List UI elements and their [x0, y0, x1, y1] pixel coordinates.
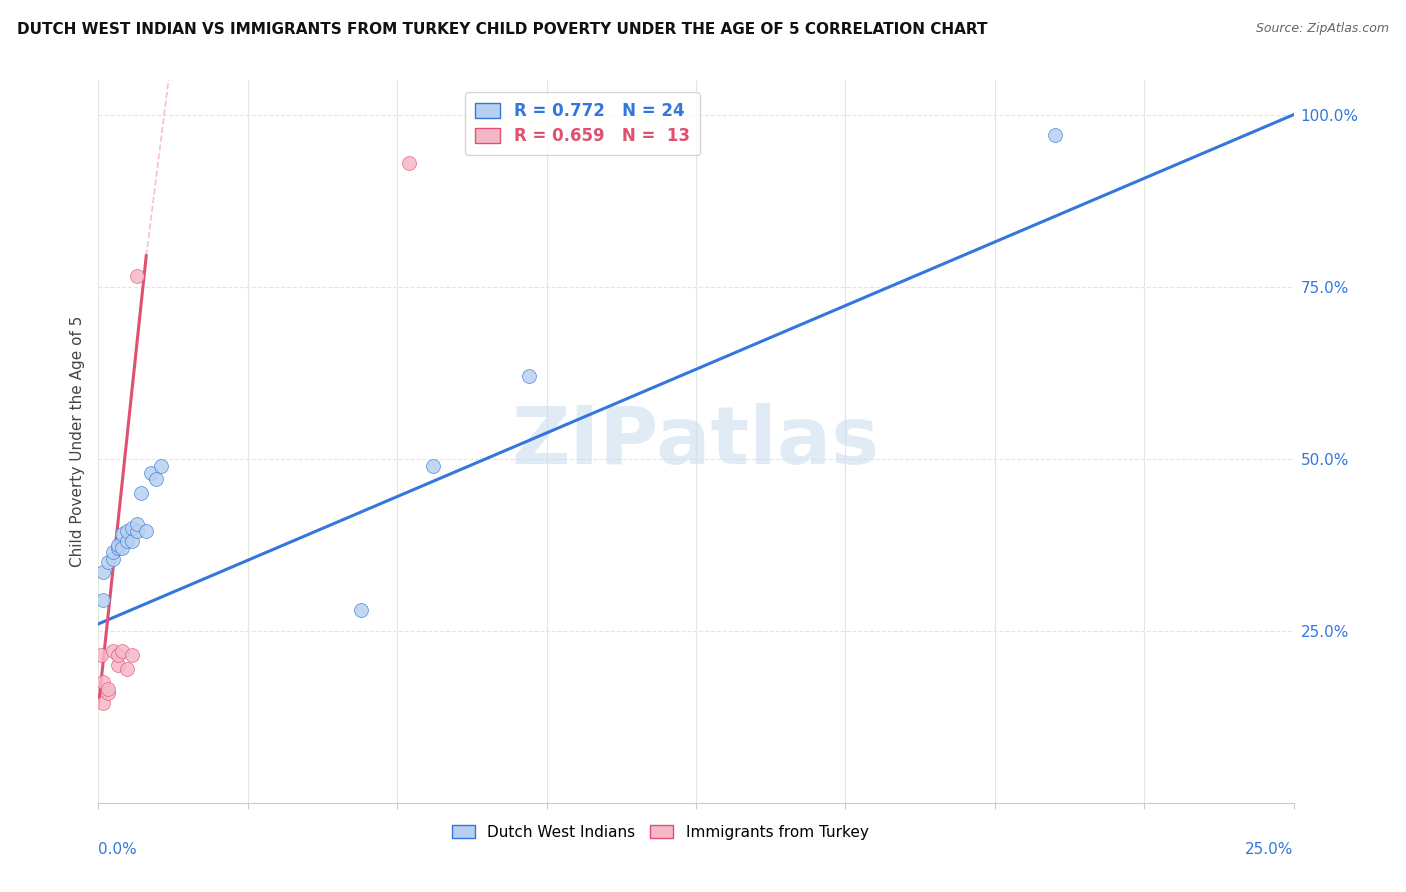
Point	[350, 603, 373, 617]
Point	[115, 534, 138, 549]
Point	[145, 472, 167, 486]
Point	[131, 486, 153, 500]
Point	[111, 527, 134, 541]
Point	[121, 648, 143, 662]
Point	[91, 696, 114, 710]
Point	[101, 544, 124, 558]
Point	[1043, 128, 1066, 143]
Point	[91, 592, 114, 607]
Point	[121, 534, 143, 549]
Point	[91, 675, 114, 690]
Point	[101, 644, 124, 658]
Point	[101, 551, 124, 566]
Point	[111, 644, 134, 658]
Point	[107, 541, 129, 556]
Point	[107, 648, 129, 662]
Point	[398, 156, 420, 170]
Point	[135, 524, 157, 538]
Text: 0.0%: 0.0%	[98, 842, 138, 856]
Point	[115, 662, 138, 676]
Legend: Dutch West Indians, Immigrants from Turkey: Dutch West Indians, Immigrants from Turk…	[446, 819, 875, 846]
Point	[107, 658, 129, 673]
Point	[125, 269, 148, 284]
Point	[125, 524, 148, 538]
Point	[115, 524, 138, 538]
Point	[91, 566, 114, 580]
Point	[97, 555, 120, 569]
Point	[139, 466, 162, 480]
Text: 25.0%: 25.0%	[1246, 842, 1294, 856]
Point	[422, 458, 444, 473]
Point	[107, 538, 129, 552]
Y-axis label: Child Poverty Under the Age of 5: Child Poverty Under the Age of 5	[69, 316, 84, 567]
Point	[97, 686, 120, 700]
Point	[125, 517, 148, 532]
Point	[111, 541, 134, 556]
Text: ZIPatlas: ZIPatlas	[512, 402, 880, 481]
Point	[517, 369, 540, 384]
Point	[90, 648, 112, 662]
Point	[97, 682, 120, 697]
Point	[121, 520, 143, 534]
Text: Source: ZipAtlas.com: Source: ZipAtlas.com	[1256, 22, 1389, 36]
Point	[149, 458, 172, 473]
Text: DUTCH WEST INDIAN VS IMMIGRANTS FROM TURKEY CHILD POVERTY UNDER THE AGE OF 5 COR: DUTCH WEST INDIAN VS IMMIGRANTS FROM TUR…	[17, 22, 987, 37]
